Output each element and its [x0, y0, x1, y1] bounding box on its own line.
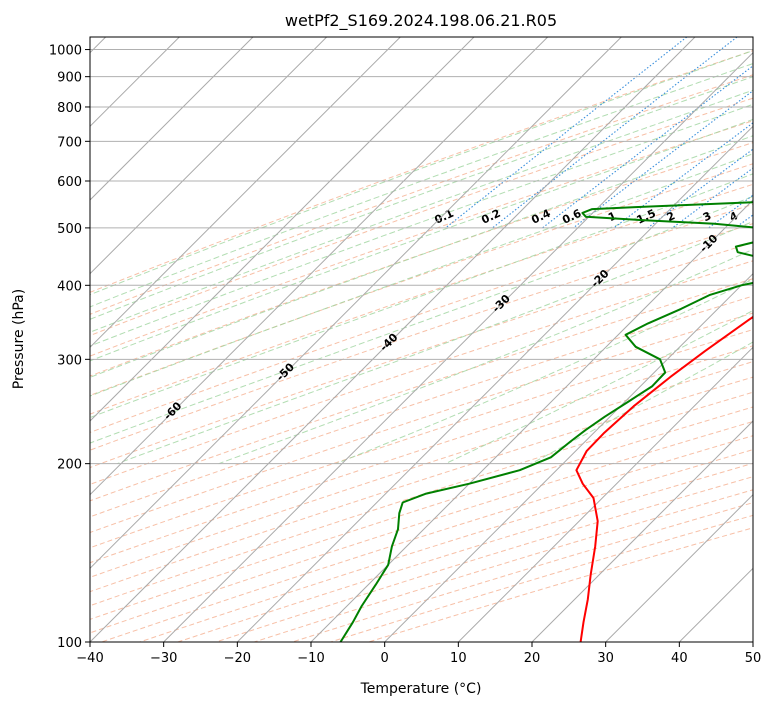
isotherm-line: [236, 125, 753, 642]
isotherm-line: [310, 199, 753, 642]
moist-adiabat-line: [90, 76, 753, 320]
isotherm-line: [457, 346, 753, 642]
y-axis-label: Pressure (hPa): [11, 289, 27, 389]
x-tick-label: 20: [524, 651, 541, 666]
dry-adiabat-line: [90, 345, 753, 564]
x-tick-label: 50: [745, 651, 762, 666]
isotherm-line: [90, 37, 475, 422]
dry-adiabat-line: [177, 462, 753, 642]
y-tick-label: 900: [57, 71, 82, 86]
x-tick-label: −40: [76, 651, 103, 666]
mixing-ratio-label: 4: [728, 209, 741, 224]
mixing-ratio-label: 1: [606, 209, 618, 224]
moist-adiabat-line: [90, 118, 753, 362]
y-tick-label: 400: [57, 279, 82, 294]
moist-adiabats: [90, 50, 753, 465]
y-tick-label: 200: [57, 458, 82, 473]
moist-adiabat-line: [90, 89, 753, 333]
plot-frame: [89, 36, 754, 643]
mixing-ratio-line: [613, 122, 753, 229]
x-tick-label: 10: [450, 651, 467, 666]
mixing-ratio-line: [672, 167, 753, 229]
dry-adiabat-line: [90, 142, 753, 377]
chart-title: wetPf2_S169.2024.198.06.21.R05: [285, 11, 557, 31]
isotherm-line: [384, 272, 753, 642]
isotherm-line: [90, 37, 254, 201]
moist-adiabat-line: [218, 248, 753, 465]
isotherm-line: [605, 493, 753, 642]
x-axis-label: Temperature (°C): [360, 681, 482, 697]
dry-adiabat-line: [90, 97, 753, 337]
mixing-ratio-label: 0.6: [560, 207, 583, 227]
isotherm-line: [90, 37, 401, 349]
isotherm-line: [531, 420, 753, 642]
isotherm-line: [752, 641, 753, 642]
mixing-ratio-line: [445, 37, 688, 229]
x-tick-label: 40: [671, 651, 688, 666]
moist-adiabat-line: [90, 63, 753, 308]
dry-adiabat-line: [368, 527, 753, 642]
dry-adiabat-line: [90, 376, 753, 593]
isotherm-line: [163, 51, 753, 642]
dry-adiabat-line: [90, 391, 753, 607]
y-tick-label: 500: [57, 222, 82, 237]
isotherm-line: [678, 567, 753, 642]
sounding-profiles: [339, 201, 753, 642]
moist-adiabat-line: [90, 153, 753, 397]
moist-adiabat-line: [90, 195, 753, 444]
dry-adiabat-line: [90, 241, 753, 469]
mixing-ratio-label: 3: [701, 209, 713, 224]
dry-adiabat-line: [215, 476, 753, 642]
x-tick-label: −30: [150, 651, 177, 666]
x-axis: −40 −30 −20 −10 0 10 20 30 40 50: [76, 642, 761, 666]
dry-adiabat-line: [90, 295, 753, 518]
isotherm-line: [90, 37, 622, 570]
dry-adiabat-line: [90, 223, 753, 451]
x-tick-label: 30: [597, 651, 614, 666]
mixing-ratio-line: [734, 214, 753, 229]
y-tick-label: 800: [57, 101, 82, 116]
moist-adiabat-line: [530, 341, 753, 465]
dry-adiabat-line: [101, 435, 753, 642]
x-tick-label: 0: [381, 651, 389, 666]
mixing-ratio-label: 0.1: [433, 207, 456, 227]
y-tick-label: 600: [57, 175, 82, 190]
dry-adiabat-line: [90, 312, 753, 534]
dry-adiabat-line: [90, 50, 753, 293]
mixing-ratio-label: 0.4: [529, 207, 552, 227]
y-tick-label: 300: [57, 353, 82, 368]
temperature-profile-line: [575, 315, 753, 642]
moist-adiabat-line: [90, 173, 753, 419]
moist-adiabat-line: [445, 309, 753, 465]
y-tick-label: 700: [57, 135, 82, 150]
dewpoint-profile-line: [339, 201, 753, 642]
isotherms: [90, 37, 753, 642]
isotherm-line: [90, 37, 328, 275]
x-tick-label: −20: [224, 651, 251, 666]
y-tick-label: 1000: [49, 44, 82, 59]
moist-adiabat-line: [90, 50, 753, 296]
isotherm-line: [90, 37, 549, 496]
y-axis: 100 200 300 400 500 600 700 800 900 1000: [49, 44, 90, 651]
isobars: [90, 49, 753, 643]
mixing-ratio-line: [492, 37, 738, 229]
isotherm-label: -60: [161, 399, 184, 422]
dry-adiabat-line: [90, 278, 753, 502]
dry-adiabat-line: [90, 163, 753, 396]
y-tick-label: 100: [57, 636, 82, 651]
isotherm-line: [90, 37, 696, 642]
mixing-ratio-line: [542, 65, 753, 229]
moist-adiabat-line: [335, 278, 753, 465]
x-tick-label: −10: [297, 651, 324, 666]
mixing-ratio-label: 6: [766, 209, 775, 224]
moist-adiabat-line: [90, 135, 753, 378]
dry-adiabat-line: [90, 329, 753, 549]
